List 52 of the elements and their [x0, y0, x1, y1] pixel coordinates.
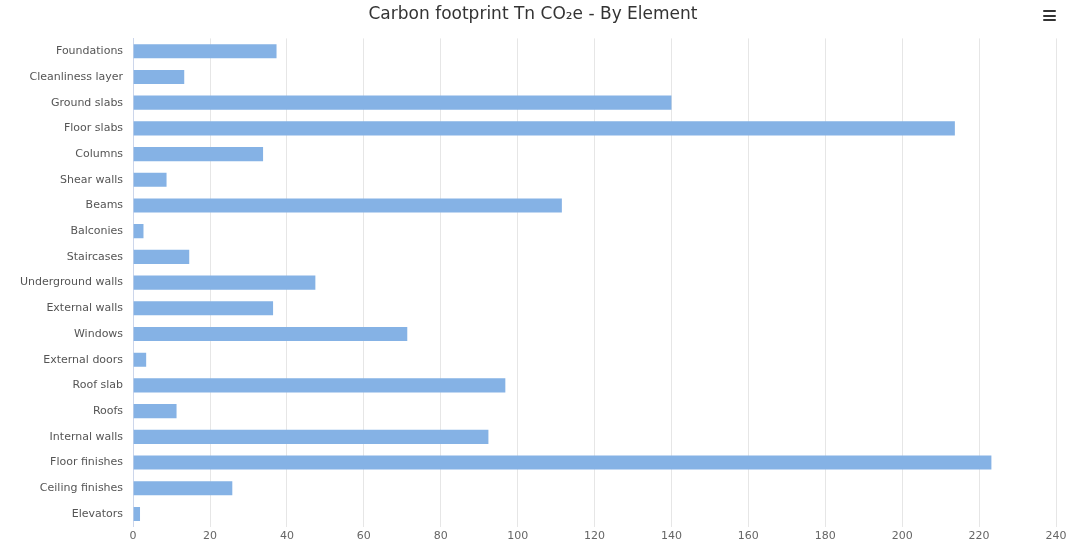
x-tick-label: 60: [356, 529, 371, 543]
bar: [133, 275, 316, 290]
y-tick-label: Windows: [73, 326, 124, 340]
x-tick-label: 140: [660, 529, 682, 543]
y-tick-label: Ground slabs: [50, 95, 124, 109]
bar: [133, 352, 147, 367]
x-tick-label: 160: [737, 529, 759, 543]
x-tick-label: 200: [891, 529, 913, 543]
x-tick-label: 120: [584, 529, 606, 543]
x-tick-label: 180: [814, 529, 836, 543]
y-tick-label: Internal walls: [49, 429, 124, 443]
y-tick-label: External doors: [43, 352, 124, 366]
y-tick-label: Shear walls: [60, 172, 124, 186]
bar: [133, 378, 506, 393]
y-tick-label: Underground walls: [19, 275, 124, 289]
chart-title: Carbon footprint Tn CO₂e - By Element: [368, 2, 698, 23]
x-tick-label: 0: [129, 529, 137, 543]
bar: [133, 121, 955, 136]
y-tick-label: Ceiling finishes: [39, 481, 124, 495]
y-tick-label: Cleanliness layer: [29, 69, 124, 83]
bar: [133, 249, 190, 264]
bar: [133, 224, 144, 239]
y-tick-label: Floor slabs: [63, 121, 124, 135]
bar: [133, 147, 264, 162]
bar: [133, 326, 408, 342]
bar: [133, 95, 672, 110]
bar: [133, 404, 177, 419]
bar: [133, 481, 233, 496]
bar: [133, 44, 277, 59]
bar: [133, 506, 141, 522]
y-tick-label: External walls: [46, 301, 124, 315]
bar: [133, 198, 562, 213]
x-tick-label: 220: [968, 529, 990, 543]
y-tick-label: Columns: [75, 146, 124, 160]
bar: [133, 455, 992, 470]
y-tick-label: Floor finishes: [50, 455, 124, 469]
x-tick-label: 20: [203, 529, 218, 543]
y-tick-label: Roofs: [92, 403, 124, 417]
bar: [133, 172, 167, 187]
bar: [133, 69, 185, 85]
y-tick-label: Foundations: [55, 44, 124, 58]
x-tick-label: 80: [433, 529, 448, 543]
y-tick-label: Balconies: [70, 224, 124, 238]
x-tick-label: 40: [279, 529, 294, 543]
y-tick-label: Beams: [85, 198, 124, 212]
x-tick-label: 240: [1045, 529, 1067, 543]
y-tick-label: Roof slab: [72, 378, 124, 392]
bar: [133, 429, 489, 444]
x-tick-label: 100: [507, 529, 529, 543]
y-tick-label: Elevators: [71, 506, 124, 520]
y-tick-label: Staircases: [66, 249, 124, 263]
bar: [133, 301, 274, 316]
